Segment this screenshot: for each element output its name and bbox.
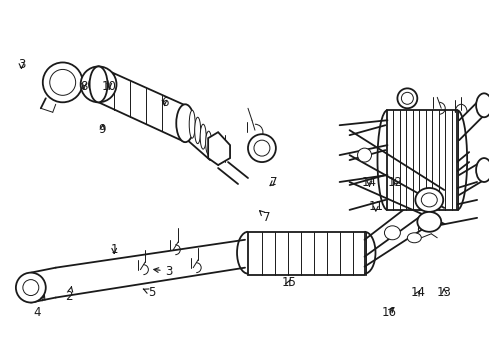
Ellipse shape — [43, 62, 83, 102]
Ellipse shape — [23, 280, 39, 296]
Text: 3: 3 — [154, 265, 173, 278]
Ellipse shape — [16, 273, 46, 302]
Ellipse shape — [416, 188, 443, 212]
Ellipse shape — [189, 110, 195, 138]
Text: 8: 8 — [80, 80, 88, 93]
Polygon shape — [248, 232, 365, 275]
Text: 11: 11 — [368, 201, 383, 213]
Text: 13: 13 — [437, 287, 452, 300]
Text: 3: 3 — [18, 58, 25, 71]
Text: 10: 10 — [102, 80, 117, 93]
Text: 14: 14 — [362, 176, 377, 189]
Ellipse shape — [89, 75, 108, 94]
Ellipse shape — [407, 233, 421, 243]
Ellipse shape — [206, 131, 212, 154]
Text: 7: 7 — [270, 176, 277, 189]
Ellipse shape — [401, 92, 414, 104]
Text: 7: 7 — [260, 211, 270, 224]
Text: 6: 6 — [161, 96, 168, 109]
Text: 4: 4 — [34, 295, 45, 319]
Ellipse shape — [211, 138, 217, 160]
Polygon shape — [208, 132, 230, 165]
Ellipse shape — [200, 124, 206, 149]
Ellipse shape — [90, 67, 107, 102]
Ellipse shape — [358, 148, 371, 162]
Text: 5: 5 — [143, 287, 156, 300]
Text: 9: 9 — [98, 122, 106, 136]
Ellipse shape — [397, 88, 417, 108]
Ellipse shape — [421, 193, 437, 207]
Ellipse shape — [248, 134, 276, 162]
Ellipse shape — [195, 117, 201, 144]
Text: 14: 14 — [411, 287, 426, 300]
Ellipse shape — [385, 226, 400, 240]
Ellipse shape — [81, 67, 117, 102]
Text: 16: 16 — [382, 306, 396, 319]
Polygon shape — [388, 110, 457, 210]
Ellipse shape — [476, 93, 490, 117]
Text: 12: 12 — [388, 176, 403, 189]
Ellipse shape — [176, 104, 194, 142]
Ellipse shape — [254, 140, 270, 156]
Text: 15: 15 — [281, 276, 296, 289]
Ellipse shape — [417, 212, 441, 232]
Ellipse shape — [476, 158, 490, 182]
Text: 1: 1 — [110, 243, 118, 256]
Ellipse shape — [50, 69, 75, 95]
Text: 2: 2 — [66, 287, 73, 303]
